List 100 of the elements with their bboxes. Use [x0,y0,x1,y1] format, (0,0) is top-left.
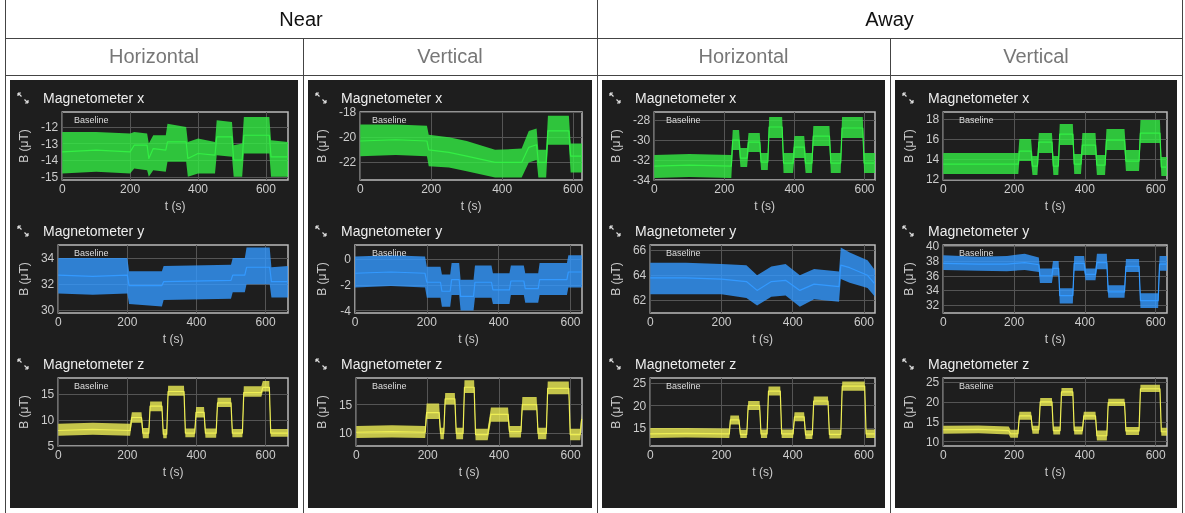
y-tick-label: 25 [632,375,647,390]
x-tick-label: 600 [255,448,276,463]
annotation: Baseline [959,114,994,125]
x-tick-label: 600 [560,315,581,330]
x-tick-label: 200 [120,182,141,197]
y-tick-label: 15 [338,397,353,412]
y-tick-label: -15 [40,169,59,184]
annotation: Baseline [666,247,701,258]
y-tick-label: 0 [344,252,352,267]
x-tick-label: 200 [117,315,138,330]
y-tick-label: -30 [632,133,651,148]
y-tick-label: 66 [632,243,647,258]
y-axis-title: B (μT) [609,262,623,296]
x-tick-label: 600 [853,448,875,463]
x-tick-label: 200 [1004,448,1025,463]
y-tick-label: -13 [40,136,59,151]
chart-title: Magnetometer z [341,356,443,372]
annotation: Baseline [959,380,994,391]
y-axis-title: B (μT) [902,395,916,429]
x-tick-label: 400 [488,315,509,330]
text: Horizontal [697,44,790,69]
x-tick-label: 400 [782,315,804,330]
y-tick-label: -28 [632,113,651,128]
x-axis-title: t (s) [1044,332,1066,346]
x-tick-label: 200 [1004,182,1025,197]
y-tick-label: 62 [632,293,647,308]
x-tick-label: 200 [117,448,138,463]
y-tick-label: 20 [925,394,940,409]
y-tick-label: -14 [40,153,59,168]
y-tick-label: 15 [632,421,647,436]
y-tick-label: 20 [632,398,647,413]
chart-title: Magnetometer x [341,90,443,106]
chart-title: Magnetometer x [43,90,145,106]
chart-title: Magnetometer x [635,90,737,106]
y-tick-label: 10 [925,434,940,449]
y-axis-title: B (μT) [609,395,623,429]
y-tick-label: -34 [632,173,651,188]
x-tick-label: 200 [417,448,439,463]
y-axis-title: B (μT) [17,129,31,163]
y-tick-label: 25 [925,374,940,389]
x-axis-title: t (s) [752,332,773,346]
y-tick-label: -12 [40,119,59,134]
y-axis-title: B (μT) [17,395,31,429]
x-tick-label: 600 [1145,448,1166,463]
x-tick-label: 400 [1074,182,1096,197]
x-tick-label: 200 [714,182,735,197]
y-tick-label: 32 [925,298,940,313]
x-axis-title: t (s) [458,332,479,346]
text: Near [278,6,324,32]
text: Vertical [416,44,484,69]
x-tick-label: 400 [186,448,207,463]
x-tick-label: 400 [186,315,207,330]
y-tick-label: -4 [340,303,352,318]
x-tick-label: 200 [416,315,438,330]
x-tick-label: 600 [255,315,276,330]
chart-title: Magnetometer z [928,356,1030,372]
x-tick-label: 600 [854,182,875,197]
x-tick-label: 400 [489,448,510,463]
annotation: Baseline [74,247,109,258]
annotation: Baseline [372,114,407,125]
y-axis-title: B (μT) [609,129,623,163]
x-tick-label: 600 [1145,315,1166,330]
y-tick-label: 38 [925,254,940,269]
annotation: Baseline [666,380,701,391]
chart-title: Magnetometer z [635,356,737,372]
y-axis-title: B (μT) [902,129,916,163]
y-tick-label: -2 [340,277,352,292]
y-tick-label: 34 [925,283,940,298]
x-tick-label: 400 [1074,448,1096,463]
x-axis-title: t (s) [1044,465,1066,479]
annotation: Baseline [74,114,109,125]
y-tick-label: 10 [40,413,55,428]
y-tick-label: 15 [40,387,55,402]
chart-title: Magnetometer y [43,223,145,239]
x-axis-title: t (s) [162,465,184,479]
x-tick-label: 600 [853,315,875,330]
y-tick-label: -20 [338,130,357,145]
annotation: Baseline [74,380,109,391]
annotation: Baseline [666,114,701,125]
x-tick-label: 400 [784,182,805,197]
y-axis-title: B (μT) [315,262,329,296]
x-tick-label: 400 [782,448,804,463]
x-axis-title: t (s) [1044,199,1066,213]
chart-title: Magnetometer y [928,223,1030,239]
y-tick-label: 64 [632,268,647,283]
y-tick-label: -32 [632,153,651,168]
y-tick-label: 40 [925,239,940,254]
y-tick-label: 15 [925,414,940,429]
y-tick-label: 12 [925,172,940,187]
text: Away [864,6,915,32]
y-axis-title: B (μT) [902,262,916,296]
x-axis-title: t (s) [752,465,773,479]
chart-title: Magnetometer z [43,356,145,372]
x-axis-title: t (s) [162,332,184,346]
y-tick-label: 34 [40,251,55,266]
x-tick-label: 600 [560,448,581,463]
annotation: Baseline [959,247,994,258]
x-axis-title: t (s) [460,199,482,213]
y-tick-label: -18 [338,105,357,119]
chart-title: Magnetometer y [635,223,737,239]
